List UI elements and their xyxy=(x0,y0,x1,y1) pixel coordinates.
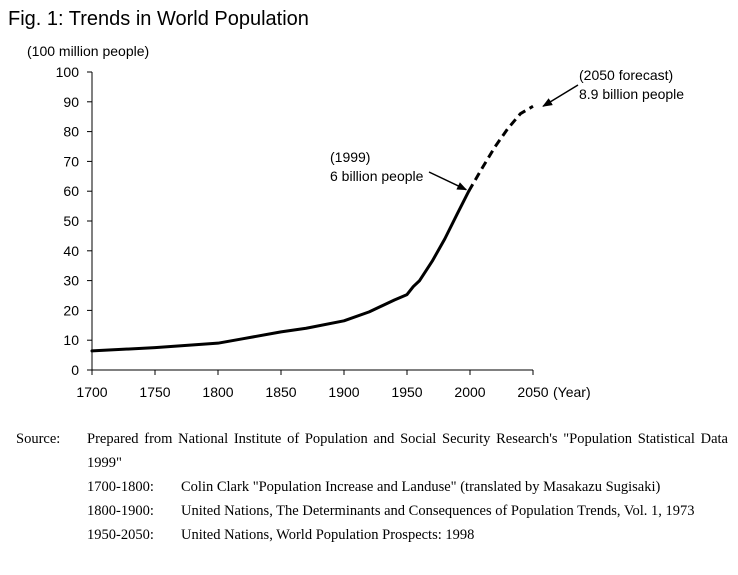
annotation-text: 6 billion people xyxy=(330,168,424,184)
y-tick-label: 10 xyxy=(63,332,79,348)
annotation-arrow xyxy=(428,171,468,191)
x-tick-label: 2000 xyxy=(454,384,485,400)
reference-text: United Nations, World Population Prospec… xyxy=(181,527,475,543)
y-tick-label: 40 xyxy=(63,243,79,259)
y-tick-label: 80 xyxy=(63,124,79,140)
source-notes: Source: Prepared from National Institute… xyxy=(16,427,728,547)
y-tick-label: 20 xyxy=(63,302,79,318)
x-tick-label: 1750 xyxy=(139,384,170,400)
reference-period: 1950-2050: xyxy=(87,527,154,543)
annotation-arrow xyxy=(542,84,579,107)
population-line xyxy=(90,189,471,353)
population-line-chart: 0 10 20 30 40 50 60 70 80 90 100 1700 1750 1800 1850 19… xyxy=(27,43,684,400)
source-text: Prepared from National Institute of Popu… xyxy=(87,431,728,471)
reference-period: 1700-1800: xyxy=(87,479,154,495)
y-tick-label: 60 xyxy=(63,183,79,199)
y-axis-label: (100 million people) xyxy=(27,43,149,59)
x-tick-label: 1800 xyxy=(202,384,233,400)
figure-title: Fig. 1: Trends in World Population xyxy=(8,8,309,30)
source-main: Source: Prepared from National Institute… xyxy=(16,427,728,475)
reference-text: Colin Clark "Population Increase and Lan… xyxy=(181,479,661,495)
reference-item: 1800-1900: United Nations, The Determina… xyxy=(87,499,728,523)
x-tick-label: 1900 xyxy=(328,384,359,400)
y-tick-label: 0 xyxy=(71,362,79,378)
source-label: Source: xyxy=(16,431,61,447)
y-tick-label: 30 xyxy=(63,273,79,289)
y-tick-label: 70 xyxy=(63,153,79,169)
x-tick-label: 1850 xyxy=(265,384,296,400)
x-axis-label: (Year) xyxy=(553,384,591,400)
x-tick-label: 1700 xyxy=(76,384,107,400)
y-tick-label: 50 xyxy=(63,213,79,229)
annotation-text: (2050 forecast) xyxy=(579,67,673,83)
reference-item: 1700-1800: Colin Clark "Population Incre… xyxy=(87,475,728,499)
annotation-text: (1999) xyxy=(330,149,370,165)
forecast-line xyxy=(467,104,534,192)
reference-period: 1800-1900: xyxy=(87,503,154,519)
y-tick-label: 90 xyxy=(63,94,79,110)
y-tick-label: 100 xyxy=(56,64,80,80)
reference-item: 1950-2050: United Nations, World Populat… xyxy=(87,523,728,547)
annotation-text: 8.9 billion people xyxy=(579,86,684,102)
x-tick-label: 2050 xyxy=(517,384,548,400)
x-tick-label: 1950 xyxy=(391,384,422,400)
reference-text: United Nations, The Determinants and Con… xyxy=(181,503,695,519)
